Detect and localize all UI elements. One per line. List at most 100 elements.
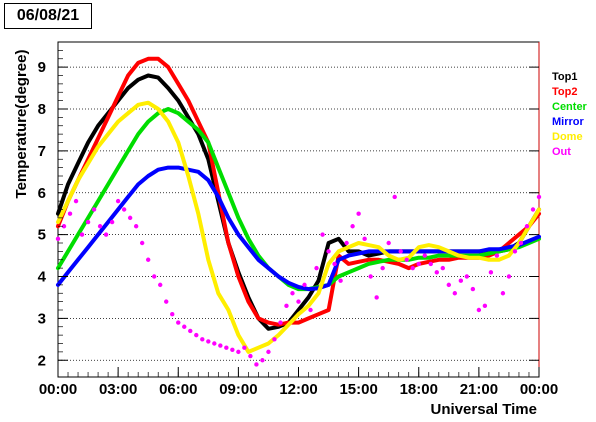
data-point: [487, 251, 491, 256]
data-point: [156, 57, 160, 61]
data-point: [306, 287, 311, 291]
data-point: [427, 249, 431, 253]
data-point: [256, 258, 261, 262]
data-point: [326, 262, 331, 266]
data-point: [216, 166, 220, 170]
data-point: [194, 332, 199, 338]
data-point: [236, 216, 240, 220]
data-point: [116, 94, 120, 99]
data-point: [457, 249, 461, 253]
data-point: [236, 233, 240, 237]
data-point: [55, 236, 61, 242]
legend-entry: Out: [552, 146, 571, 158]
data-point: [170, 311, 175, 317]
data-point: [166, 166, 170, 170]
data-point: [196, 128, 200, 132]
data-point: [380, 265, 385, 271]
data-point: [246, 350, 250, 354]
data-point: [296, 320, 301, 325]
data-point: [216, 291, 220, 295]
data-point: [145, 257, 151, 262]
data-point: [296, 299, 301, 304]
data-point: [166, 107, 170, 111]
data-point: [284, 303, 289, 309]
data-point: [166, 65, 170, 69]
data-point: [260, 358, 265, 363]
data-point: [276, 274, 281, 279]
data-point: [464, 274, 470, 279]
data-point: [278, 320, 283, 325]
y-tick-label: 8: [38, 101, 46, 118]
data-point: [416, 261, 421, 267]
data-point: [306, 316, 311, 320]
data-point: [106, 220, 110, 224]
data-point: [306, 304, 311, 308]
data-point: [242, 345, 247, 350]
data-point: [377, 260, 381, 264]
data-point: [296, 308, 301, 312]
data-point: [537, 207, 541, 212]
data-point: [76, 258, 80, 262]
data-point: [96, 124, 100, 128]
data-point: [226, 308, 230, 312]
data-point: [146, 57, 150, 61]
chart-title-box: 06/08/21: [4, 3, 92, 29]
plot-frame: [57, 41, 540, 378]
data-point: [266, 327, 271, 331]
data-point: [367, 249, 371, 253]
data-point: [86, 216, 90, 220]
data-point: [176, 166, 180, 170]
data-point: [248, 353, 253, 359]
data-point: [437, 245, 441, 249]
data-point: [226, 191, 230, 195]
data-point: [127, 215, 133, 221]
data-point: [96, 136, 100, 140]
data-point: [106, 182, 110, 186]
data-point: [116, 166, 120, 170]
data-point: [216, 195, 220, 199]
data-point: [136, 132, 140, 136]
data-point: [86, 161, 90, 166]
data-point: [166, 86, 170, 90]
data-point: [357, 260, 361, 264]
data-point: [176, 140, 180, 145]
data-point: [336, 258, 341, 262]
data-point: [357, 251, 361, 256]
data-point: [236, 349, 241, 355]
data-point: [206, 339, 211, 344]
data-point: [85, 219, 91, 225]
data-point: [356, 211, 361, 216]
data-point: [121, 207, 127, 212]
data-point: [296, 285, 301, 289]
y-tick-label: 9: [38, 59, 46, 76]
data-point: [66, 182, 70, 186]
data-point: [276, 333, 281, 337]
x-axis-label: Universal Time: [431, 401, 537, 418]
legend-entry: Mirror: [552, 116, 585, 128]
y-tick-label: 4: [38, 269, 47, 286]
y-tick-label: 5: [38, 227, 46, 244]
data-point: [326, 249, 331, 254]
data-point: [136, 103, 140, 107]
legend-entry: Top1: [552, 71, 577, 83]
data-point: [286, 323, 291, 327]
data-point: [524, 224, 530, 229]
data-point: [494, 253, 500, 258]
data-point: [477, 256, 481, 260]
data-point: [196, 212, 200, 216]
data-point: [126, 149, 130, 153]
data-point: [482, 303, 488, 309]
data-point: [314, 265, 319, 271]
data-point: [476, 307, 482, 313]
data-point: [398, 249, 403, 254]
data-point: [326, 308, 331, 312]
data-point: [316, 279, 321, 283]
data-point: [367, 253, 371, 258]
data-point: [362, 236, 367, 242]
data-point: [266, 349, 271, 355]
x-tick-label: 03:00: [99, 381, 137, 398]
x-tick-label: 12:00: [279, 381, 317, 398]
data-point: [487, 258, 491, 262]
data-point: [447, 258, 451, 262]
data-point: [326, 241, 331, 245]
